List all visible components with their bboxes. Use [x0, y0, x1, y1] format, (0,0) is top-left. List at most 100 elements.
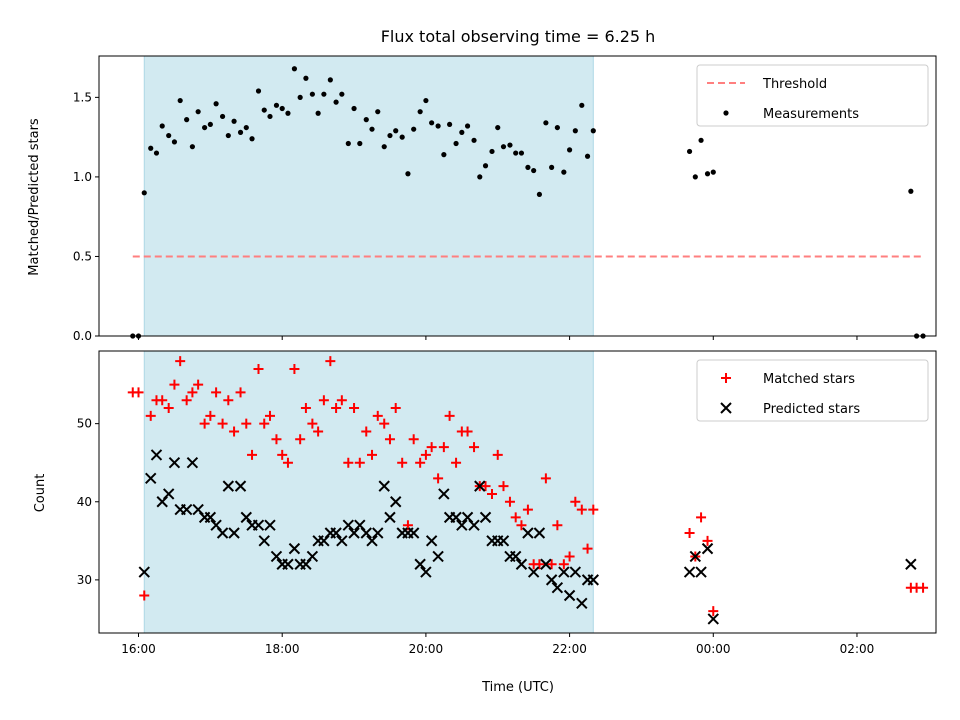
- top-dot-point: [477, 174, 483, 180]
- bottom-plus-point: [259, 418, 270, 429]
- top-dot-point: [184, 117, 190, 123]
- legend-label: Predicted stars: [763, 402, 860, 417]
- top-dot-point: [207, 121, 213, 128]
- top-dot-point: [566, 147, 573, 153]
- top-dot-point: [213, 101, 219, 107]
- bottom-x-point: [204, 511, 217, 524]
- top-dot-point: [297, 94, 303, 100]
- bottom-series-2: [138, 449, 917, 625]
- top-dot-point: [231, 118, 237, 124]
- top-dot-point: [495, 124, 501, 131]
- top-dot-point: [584, 153, 591, 159]
- bottom-plus-point: [241, 418, 252, 429]
- bottom-x-tick-label: 18:00: [265, 642, 300, 656]
- bottom-x-tick-label: 02:00: [840, 642, 875, 656]
- top-dot-point: [261, 107, 267, 113]
- top-dot-point: [327, 77, 333, 83]
- bottom-plus-point: [444, 410, 455, 421]
- bottom-x-point: [414, 558, 426, 570]
- bottom-plus-point: [223, 395, 234, 406]
- top-dot-point: [692, 174, 698, 180]
- top-dot-point: [375, 109, 381, 115]
- bottom-plus-point: [181, 395, 192, 406]
- bottom-x-point: [240, 511, 252, 524]
- top-dot-point: [148, 145, 154, 151]
- bottom-x-point: [701, 542, 714, 555]
- top-dot-point: [471, 137, 477, 143]
- top-y-tick-label: 0.5: [73, 249, 92, 263]
- bottom-plus-point: [516, 520, 527, 531]
- bottom-x-point: [474, 480, 486, 492]
- top-dot-point: [459, 129, 465, 135]
- bottom-x-point: [360, 527, 372, 539]
- bottom-x-point: [468, 519, 480, 531]
- bottom-plus-point: [918, 582, 929, 593]
- top-dot-point: [549, 164, 555, 170]
- bottom-y-tick-label: 30: [77, 573, 92, 587]
- bottom-x-point: [509, 550, 522, 563]
- top-dot-point: [273, 102, 280, 108]
- bottom-plus-point: [534, 559, 545, 570]
- bottom-plus-point: [205, 410, 216, 421]
- bottom-x-point: [270, 550, 283, 563]
- bottom-plus-point: [708, 606, 719, 617]
- bottom-plus-point: [696, 512, 707, 523]
- bottom-plus-point: [462, 426, 473, 437]
- top-dot-point: [202, 124, 208, 131]
- bottom-plus-point: [588, 504, 599, 515]
- bottom-plus-point: [510, 512, 521, 523]
- top-dot-point: [507, 142, 513, 148]
- bottom-x-point: [479, 511, 492, 524]
- bottom-xlabel: Time (UTC): [481, 680, 554, 695]
- bottom-legend-box: [696, 359, 929, 422]
- bottom-x-point: [228, 527, 240, 539]
- bottom-plus-point: [367, 449, 378, 460]
- bottom-plus-point: [199, 418, 210, 429]
- bottom-x-point: [569, 566, 582, 578]
- bottom-plus-point: [402, 520, 413, 531]
- bottom-plus-point: [486, 488, 497, 499]
- top-dot-point: [255, 88, 262, 94]
- bottom-plus-point: [271, 434, 282, 445]
- bottom-x-point: [366, 535, 378, 547]
- bottom-x-point: [551, 581, 564, 594]
- bottom-plus-point: [469, 442, 480, 453]
- top-dot-point: [453, 140, 459, 147]
- top-dot-point: [579, 102, 585, 108]
- bottom-plus-point: [336, 395, 347, 406]
- top-dot-point: [500, 144, 507, 150]
- bottom-x-point: [288, 542, 301, 555]
- top-dot-point: [447, 121, 453, 128]
- bottom-plus-point: [426, 442, 437, 453]
- top-dot-point: [536, 191, 543, 198]
- top-ylabel: Matched/Predicted stars: [27, 118, 42, 276]
- bottom-x-point: [563, 589, 576, 602]
- top-dot-point: [393, 128, 399, 134]
- bottom-x-tick-label: 20:00: [409, 642, 444, 656]
- bottom-x-point: [342, 519, 355, 531]
- legend-label: Matched stars: [763, 372, 855, 387]
- top-dot-point: [405, 171, 411, 177]
- bottom-plus-point: [397, 457, 408, 468]
- bottom-x-point: [456, 519, 468, 531]
- bottom-plus-point: [390, 403, 401, 414]
- bottom-plus-point: [331, 403, 342, 414]
- bottom-y-tick-label: 50: [77, 417, 92, 431]
- legend-key-dot: [723, 110, 729, 116]
- top-dot-point: [513, 150, 519, 156]
- top-dot-point: [387, 132, 393, 139]
- bottom-x-point: [384, 511, 396, 524]
- bottom-x-point: [264, 519, 276, 531]
- legend-key-plus: [721, 373, 731, 383]
- bottom-plus-point: [504, 496, 515, 507]
- top-dot-point: [357, 140, 363, 147]
- bottom-plus-point: [253, 363, 264, 374]
- bottom-x-point: [695, 566, 707, 578]
- bottom-plus-point: [229, 426, 240, 437]
- bottom-plus-point: [300, 403, 311, 414]
- top-dot-point: [267, 113, 273, 120]
- bottom-panel: 16:00 18:00 20:00 22:00 00:00 02:00 30 40 50 Matc…: [77, 350, 937, 656]
- top-dot-point: [464, 123, 471, 129]
- bottom-x-point: [905, 558, 917, 570]
- bottom-plus-point: [313, 426, 324, 437]
